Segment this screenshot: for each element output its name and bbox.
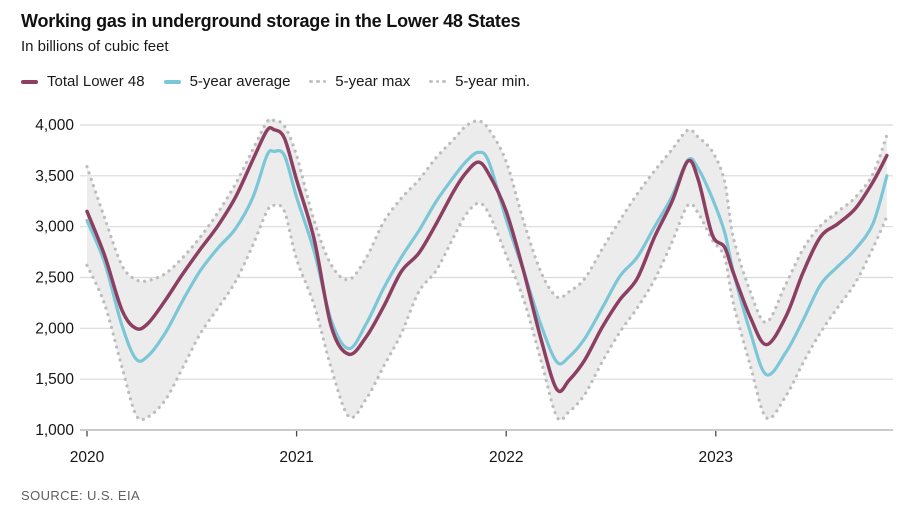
legend-item-max: 5-year max bbox=[309, 73, 410, 90]
y-axis-tick-label: 2,000 bbox=[35, 320, 74, 337]
x-axis-year-label: 2020 bbox=[70, 449, 105, 466]
source-attribution: SOURCE: U.S. EIA bbox=[21, 488, 141, 503]
legend-label: 5-year max bbox=[335, 73, 411, 90]
five-year-range-band bbox=[87, 119, 887, 421]
series-line-5-year-min bbox=[85, 201, 889, 422]
total-line-swatch-icon bbox=[21, 79, 38, 84]
x-axis-year-label: 2022 bbox=[489, 449, 523, 466]
series-line-5-year-average bbox=[85, 149, 889, 377]
legend-item-average: 5-year average bbox=[163, 73, 291, 90]
y-axis-tick-label: 2,500 bbox=[35, 270, 74, 287]
series-line-total-lower-48 bbox=[85, 125, 889, 394]
legend-item-total: Total Lower 48 bbox=[21, 73, 145, 90]
legend-item-min: 5-year min. bbox=[429, 73, 530, 90]
min-dotted-swatch-icon bbox=[429, 79, 447, 84]
max-dotted-swatch-icon bbox=[309, 79, 327, 84]
chart-legend: Total Lower 48 5-year average 5-year max… bbox=[21, 73, 549, 90]
x-axis-year-label: 2023 bbox=[699, 449, 733, 466]
y-axis-tick-label: 1,500 bbox=[35, 371, 74, 388]
legend-label: 5-year min. bbox=[455, 73, 531, 90]
legend-label: Total Lower 48 bbox=[47, 73, 145, 90]
y-axis-tick-label: 3,500 bbox=[35, 168, 74, 185]
average-line-swatch-icon bbox=[163, 79, 181, 84]
x-axis-year-label: 2021 bbox=[279, 449, 313, 466]
y-axis-tick-label: 3,000 bbox=[35, 219, 74, 236]
page-title: Working gas in underground storage in th… bbox=[21, 11, 521, 31]
legend-label: 5-year average bbox=[189, 73, 291, 90]
series-line-5-year-max bbox=[85, 117, 889, 324]
y-axis-tick-label: 4,000 bbox=[35, 117, 74, 134]
y-axis-tick-label: 1,000 bbox=[35, 422, 74, 439]
chart-subtitle: In billions of cubic feet bbox=[21, 38, 169, 55]
